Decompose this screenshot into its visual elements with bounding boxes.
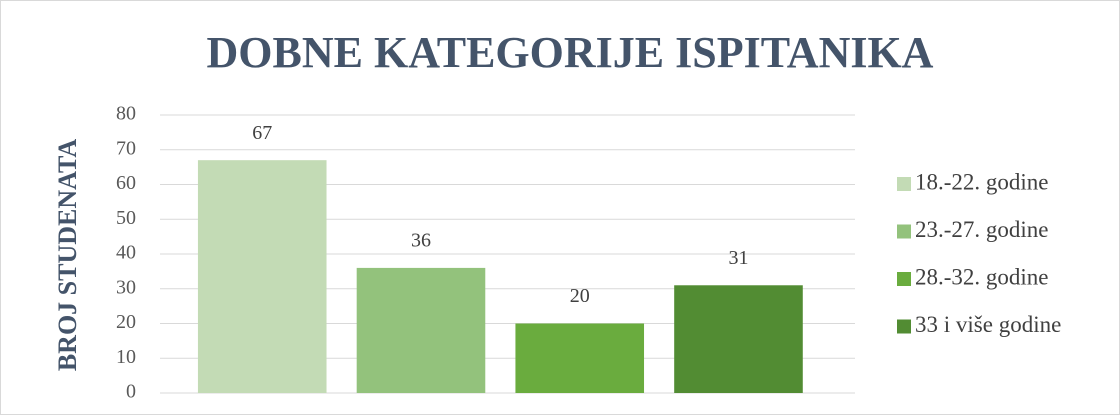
y-tick-label: 50 [116,207,136,229]
legend-swatch [897,319,911,334]
y-tick-label: 40 [116,242,136,264]
legend-label: 28.-32. godine [915,264,1049,289]
y-tick-label: 20 [116,311,136,333]
bar [515,323,645,393]
data-label: 20 [570,285,590,307]
legend-swatch [897,177,911,191]
bar [356,267,486,393]
y-axis-label: BROJ STUDENATA [53,139,82,372]
chart-title: DOBNE KATEGORIJE ISPITANIKA [207,28,934,77]
bar [197,160,327,393]
y-tick-label: 60 [116,172,136,194]
legend-swatch [897,224,911,239]
bar [674,285,803,393]
y-tick-label: 70 [116,137,136,159]
data-label: 31 [728,247,748,269]
legend-label: 18.-22. godine [915,169,1049,194]
legend-swatch [897,272,911,286]
y-tick-label: 30 [116,276,136,298]
legend-label: 33 i više godine [915,312,1061,337]
y-tick-label: 10 [116,346,136,368]
data-label: 67 [252,122,272,144]
y-tick-label: 0 [126,381,136,403]
y-tick-label: 80 [116,103,136,125]
legend-label: 23.-27. godine [915,217,1049,242]
data-label: 36 [411,229,431,251]
